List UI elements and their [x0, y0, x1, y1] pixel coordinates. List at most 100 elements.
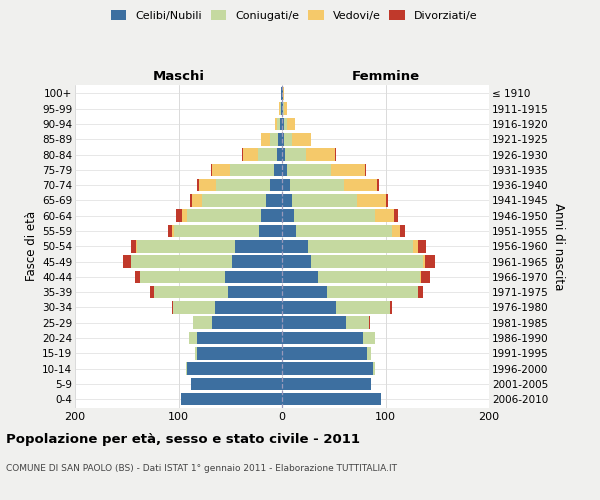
Bar: [154, 286, 228, 298]
Bar: [425, 256, 435, 268]
Bar: [131, 240, 136, 252]
Bar: [277, 148, 282, 161]
Bar: [282, 301, 336, 314]
Bar: [295, 210, 375, 222]
Bar: [336, 301, 389, 314]
Y-axis label: Fasce di età: Fasce di età: [25, 211, 38, 282]
Text: Femmine: Femmine: [352, 70, 419, 82]
Bar: [173, 301, 215, 314]
Bar: [282, 256, 311, 268]
Bar: [283, 87, 284, 100]
Bar: [197, 332, 282, 344]
Bar: [400, 224, 405, 237]
Bar: [192, 194, 202, 206]
Text: Maschi: Maschi: [152, 70, 205, 82]
Bar: [175, 224, 259, 237]
Bar: [419, 270, 421, 283]
Bar: [369, 316, 370, 329]
Bar: [282, 194, 292, 206]
Bar: [187, 362, 282, 375]
Bar: [306, 148, 335, 161]
Bar: [367, 347, 371, 360]
Bar: [262, 210, 282, 222]
Bar: [137, 240, 235, 252]
Bar: [215, 301, 282, 314]
Bar: [262, 133, 269, 145]
Bar: [269, 179, 282, 192]
Bar: [282, 332, 363, 344]
Bar: [282, 362, 373, 375]
Bar: [282, 210, 295, 222]
Bar: [282, 316, 346, 329]
Bar: [284, 133, 292, 145]
Bar: [365, 164, 366, 176]
Text: Popolazione per età, sesso e stato civile - 2011: Popolazione per età, sesso e stato civil…: [6, 432, 360, 446]
Bar: [212, 316, 282, 329]
Bar: [389, 301, 392, 314]
Y-axis label: Anni di nascita: Anni di nascita: [552, 202, 565, 290]
Bar: [423, 256, 425, 268]
Bar: [296, 224, 392, 237]
Bar: [277, 118, 280, 130]
Bar: [335, 148, 336, 161]
Bar: [308, 240, 413, 252]
Bar: [287, 164, 331, 176]
Bar: [392, 224, 400, 237]
Bar: [140, 270, 225, 283]
Bar: [281, 87, 282, 100]
Bar: [418, 286, 423, 298]
Bar: [284, 118, 287, 130]
Bar: [421, 270, 430, 283]
Bar: [278, 133, 282, 145]
Bar: [202, 194, 266, 206]
Bar: [418, 240, 426, 252]
Bar: [282, 118, 284, 130]
Bar: [172, 301, 173, 314]
Bar: [195, 347, 197, 360]
Bar: [363, 332, 375, 344]
Bar: [282, 347, 367, 360]
Bar: [266, 194, 282, 206]
Bar: [356, 194, 386, 206]
Bar: [187, 210, 262, 222]
Bar: [344, 179, 377, 192]
Bar: [282, 240, 308, 252]
Bar: [259, 224, 282, 237]
Bar: [197, 179, 199, 192]
Bar: [283, 102, 284, 115]
Bar: [282, 378, 371, 390]
Bar: [377, 179, 379, 192]
Bar: [191, 378, 282, 390]
Bar: [282, 102, 283, 115]
Bar: [285, 148, 306, 161]
Bar: [176, 210, 182, 222]
Bar: [281, 102, 282, 115]
Bar: [190, 194, 192, 206]
Bar: [216, 179, 269, 192]
Bar: [282, 270, 318, 283]
Bar: [136, 240, 137, 252]
Bar: [318, 270, 419, 283]
Bar: [235, 240, 282, 252]
Legend: Celibi/Nubili, Coniugati/e, Vedovi/e, Divorziati/e: Celibi/Nubili, Coniugati/e, Vedovi/e, Di…: [106, 6, 482, 25]
Bar: [199, 179, 216, 192]
Bar: [225, 270, 282, 283]
Bar: [292, 194, 356, 206]
Bar: [172, 224, 175, 237]
Text: COMUNE DI SAN PAOLO (BS) - Dati ISTAT 1° gennaio 2011 - Elaborazione TUTTITALIA.: COMUNE DI SAN PAOLO (BS) - Dati ISTAT 1°…: [6, 464, 397, 473]
Bar: [197, 347, 282, 360]
Bar: [290, 179, 344, 192]
Bar: [284, 102, 287, 115]
Bar: [346, 316, 369, 329]
Bar: [326, 286, 418, 298]
Bar: [282, 179, 290, 192]
Bar: [386, 194, 388, 206]
Bar: [279, 102, 280, 115]
Bar: [258, 148, 277, 161]
Bar: [282, 164, 287, 176]
Bar: [280, 102, 281, 115]
Bar: [242, 148, 258, 161]
Bar: [189, 332, 197, 344]
Bar: [131, 256, 232, 268]
Bar: [274, 164, 282, 176]
